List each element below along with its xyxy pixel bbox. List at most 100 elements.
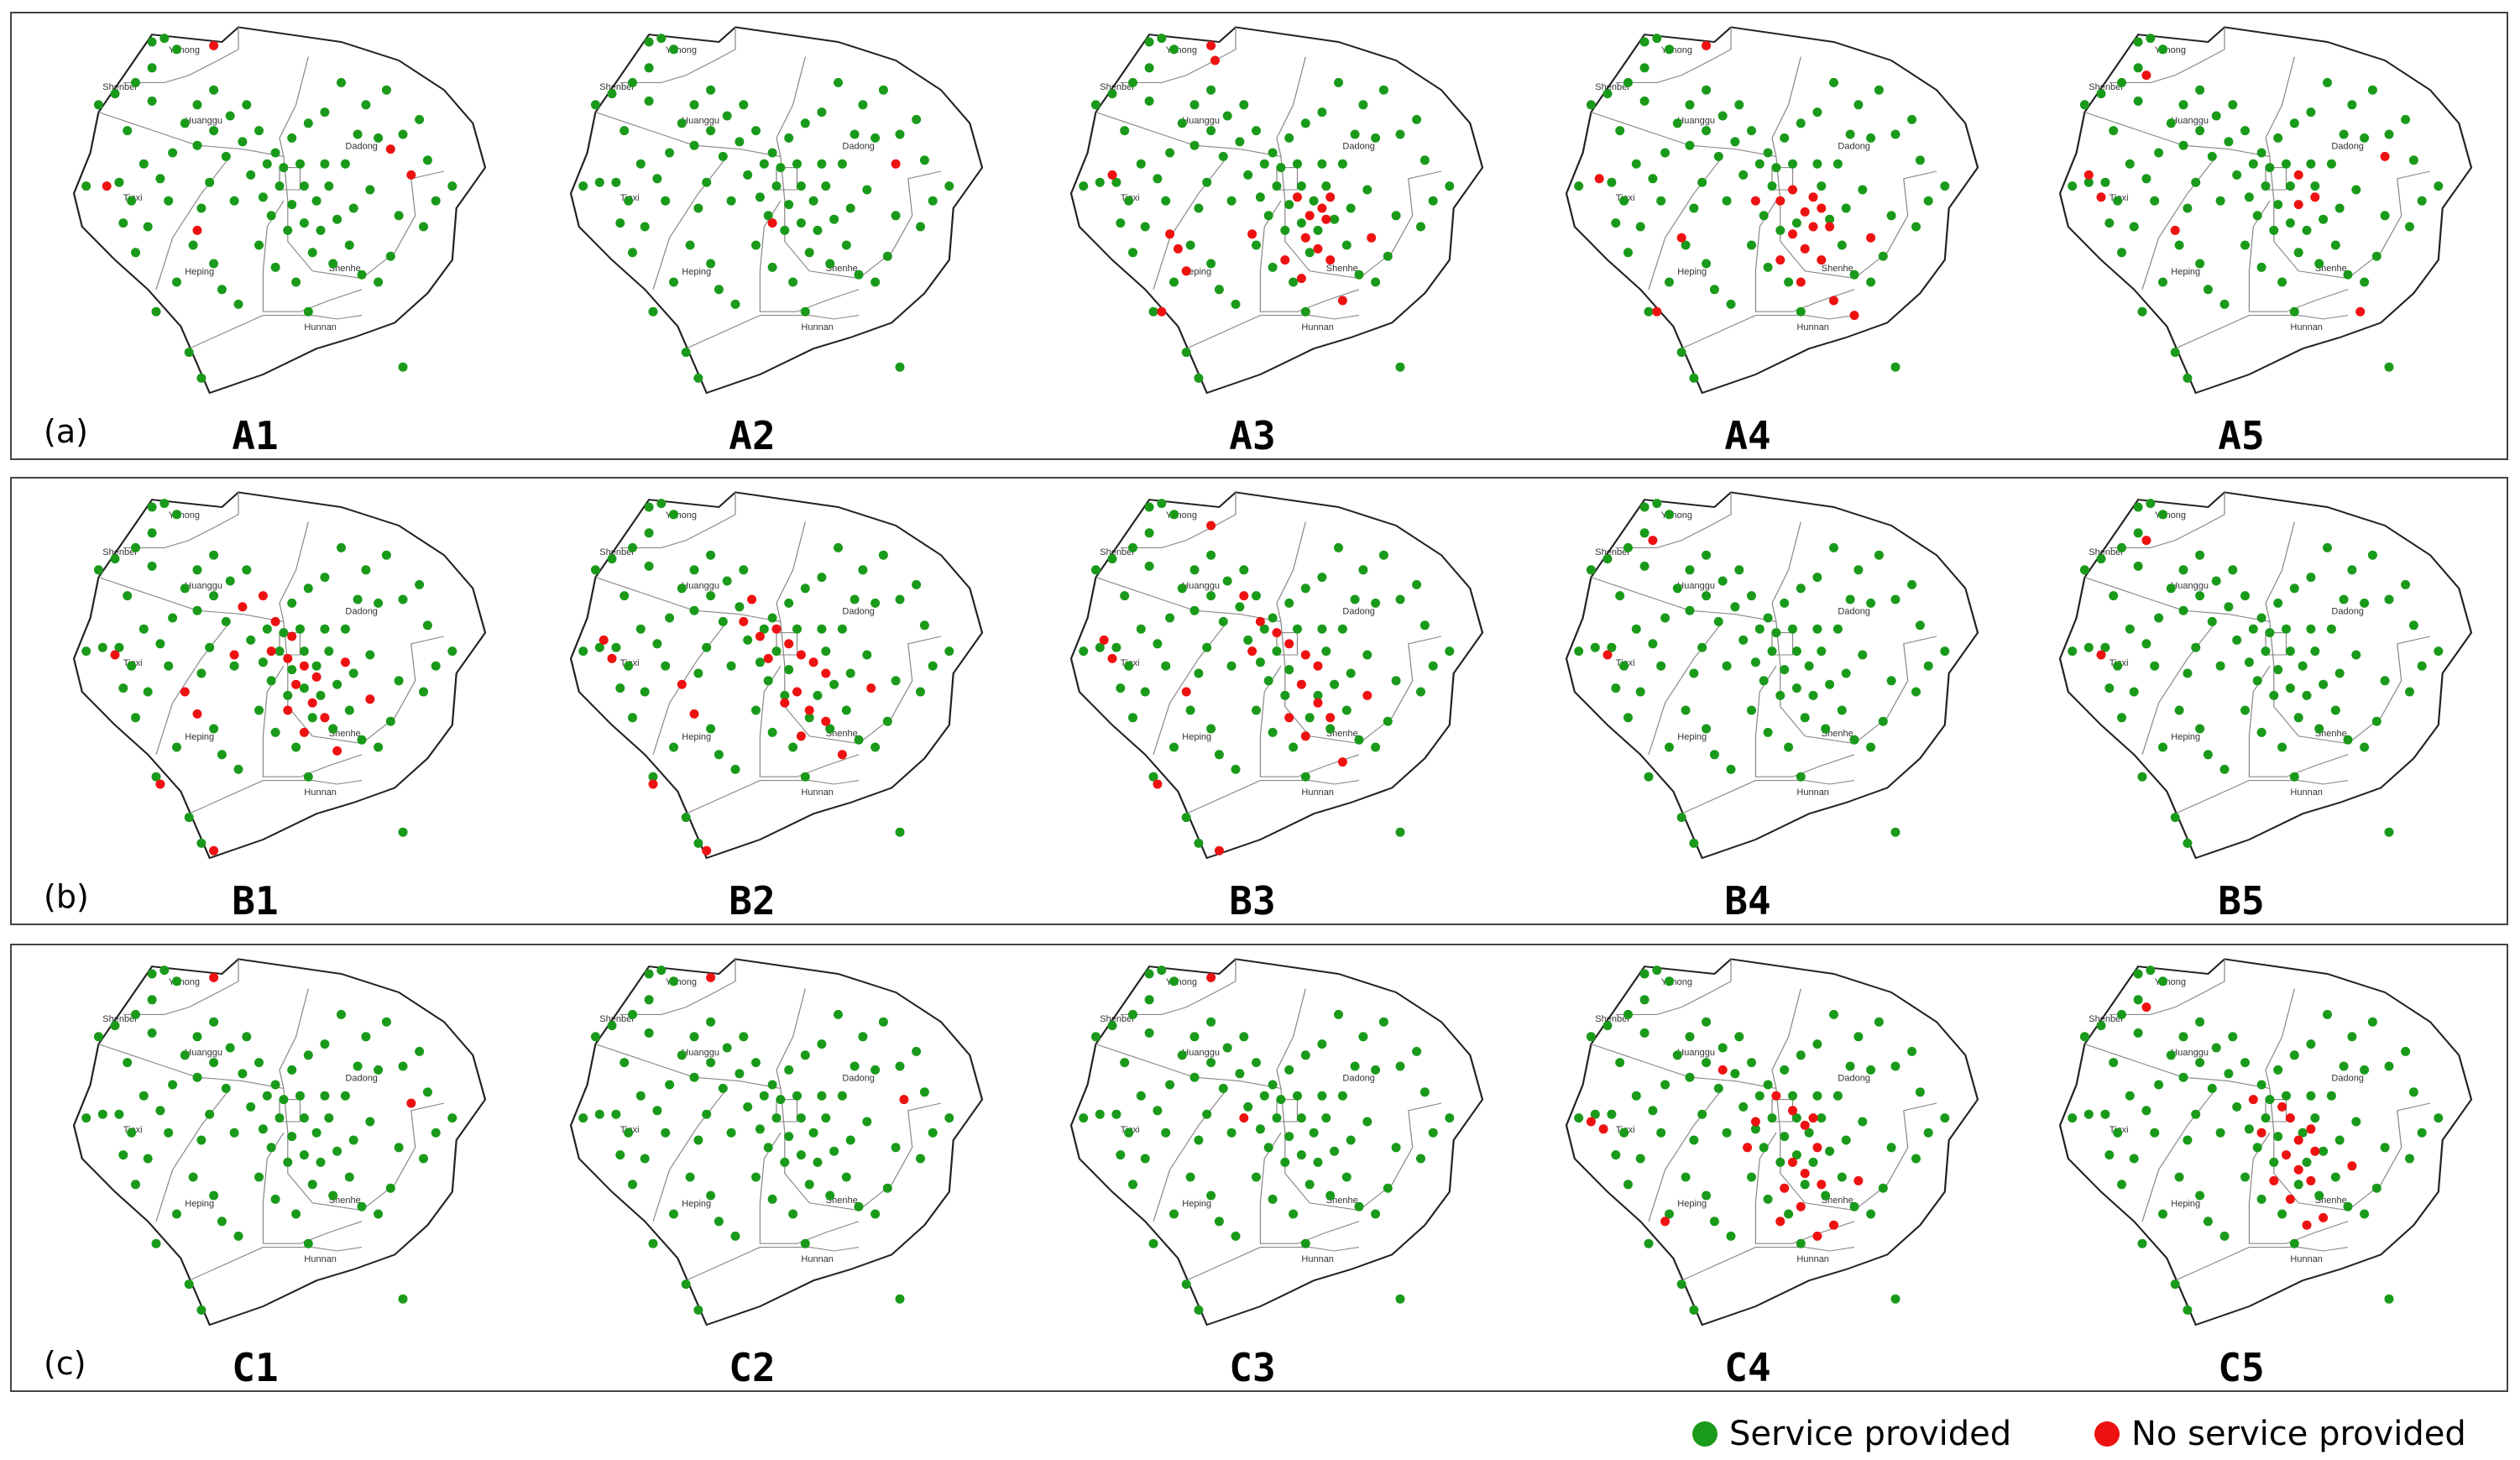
service-point — [1268, 1194, 1278, 1204]
service-point — [2183, 668, 2193, 678]
service-point — [854, 269, 864, 280]
service-point — [1759, 1143, 1769, 1153]
service-point — [834, 542, 843, 552]
service-point — [431, 1128, 441, 1138]
city-boundary — [569, 491, 984, 860]
service-point — [1734, 565, 1744, 575]
district-border-6 — [2248, 200, 2349, 312]
service-point — [1169, 510, 1179, 520]
service-point — [1676, 1279, 1686, 1290]
service-point — [882, 251, 892, 261]
service-point — [726, 661, 736, 671]
service-point — [858, 565, 868, 575]
service-point — [209, 1058, 219, 1068]
service-point — [1289, 742, 1299, 752]
service-point — [2347, 1032, 2357, 1042]
district-label-shenbei: Shenbei — [102, 547, 136, 557]
district-border-2 — [98, 1044, 285, 1089]
service-point — [431, 196, 441, 206]
service-point — [2146, 499, 2156, 509]
district-border-3 — [1771, 988, 1801, 1089]
service-point — [1235, 602, 1245, 612]
service-point — [2282, 159, 2291, 169]
no-service-point — [1743, 1143, 1753, 1153]
district-border-5 — [780, 621, 942, 745]
no-service-point — [1750, 196, 1760, 206]
no-service-point — [1594, 174, 1604, 184]
district-label-heping: Heping — [682, 732, 711, 742]
service-point — [221, 616, 231, 626]
service-point — [419, 1154, 428, 1164]
district-border-7 — [188, 315, 363, 349]
service-point — [1194, 203, 1204, 213]
district-border-3 — [776, 988, 806, 1089]
district-label-dadong: Dadong — [842, 142, 875, 152]
service-point — [320, 107, 330, 118]
no-service-point — [1775, 255, 1785, 265]
service-point — [1697, 177, 1707, 187]
service-point — [2326, 1091, 2336, 1101]
service-point — [188, 1172, 198, 1182]
no-service-point — [1866, 233, 1876, 243]
service-point — [1738, 635, 1749, 645]
service-point — [81, 646, 91, 657]
service-point — [353, 129, 363, 139]
district-border-7 — [2174, 780, 2349, 814]
district-label-yuhong: Yuhong — [169, 45, 200, 55]
district-border-4 — [2141, 156, 2217, 290]
service-point — [1428, 661, 1438, 671]
no-service-point — [2306, 1175, 2316, 1185]
service-point — [1165, 613, 1175, 623]
service-point — [1796, 1050, 1806, 1060]
service-point — [337, 1009, 346, 1019]
service-point — [1767, 646, 1777, 657]
service-point — [1780, 1065, 1790, 1075]
service-point — [270, 727, 280, 737]
service-point — [718, 151, 728, 161]
service-point — [147, 969, 157, 979]
service-point — [1169, 277, 1179, 287]
district-label-hunnan: Hunnan — [1796, 788, 1829, 798]
service-point — [1702, 591, 1712, 601]
service-point — [1697, 642, 1707, 652]
district-label-shenbei: Shenbei — [2089, 1014, 2122, 1024]
service-point — [1153, 639, 1163, 649]
service-point — [1611, 1150, 1621, 1160]
service-point — [1252, 126, 1261, 136]
map-title-b5: B5 — [2218, 878, 2265, 924]
service-point — [825, 724, 835, 734]
service-point — [1738, 1102, 1749, 1112]
service-point — [303, 306, 313, 317]
service-point — [578, 646, 588, 657]
service-point — [2141, 174, 2151, 184]
service-point — [1304, 248, 1315, 258]
district-border-6 — [759, 1132, 860, 1244]
service-point — [180, 118, 190, 128]
service-point — [817, 107, 827, 118]
service-point — [1665, 277, 1674, 287]
service-point — [1317, 1039, 1327, 1049]
service-point — [209, 1017, 219, 1027]
service-point — [2240, 705, 2250, 715]
service-point — [2125, 159, 2135, 169]
service-point — [196, 203, 207, 213]
service-point — [1189, 1032, 1200, 1042]
service-point — [1095, 177, 1105, 187]
service-point — [1321, 646, 1331, 657]
service-point — [784, 200, 794, 210]
service-point — [1300, 118, 1310, 128]
service-point — [1140, 222, 1150, 232]
service-point — [2096, 89, 2106, 99]
service-point — [1243, 635, 1253, 645]
service-point — [2334, 203, 2345, 213]
service-point — [640, 687, 650, 697]
service-point — [1350, 1061, 1360, 1071]
service-point — [184, 1279, 194, 1290]
service-point — [151, 306, 161, 317]
no-service-point — [2293, 1135, 2303, 1145]
service-point — [1371, 133, 1381, 143]
service-point — [784, 1065, 794, 1075]
district-border-4 — [155, 621, 231, 755]
service-point — [2125, 624, 2135, 634]
service-point — [1890, 362, 1900, 372]
